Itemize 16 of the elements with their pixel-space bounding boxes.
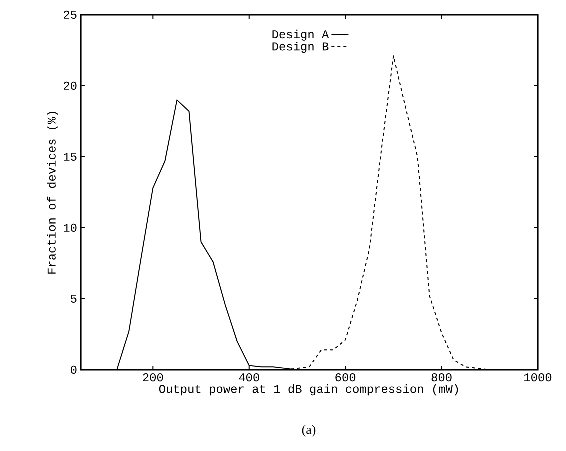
- y-tick-label: 5: [71, 294, 77, 303]
- text: (a): [302, 425, 316, 437]
- x-axis-title: Output power at 1 dB gain compression (mW): [159, 384, 458, 396]
- x-tick-label: 400: [239, 374, 260, 382]
- y-tick-label: 20: [64, 82, 77, 90]
- legend-label: Design B: [272, 42, 329, 54]
- y-tick-label: 15: [64, 152, 77, 161]
- x-tick-label: 600: [336, 374, 356, 382]
- y-tick-label: 0: [71, 366, 77, 374]
- x-tick-label: 800: [432, 374, 452, 382]
- x-tick-label: 1000: [524, 374, 552, 382]
- y-tick-label: 10: [64, 224, 77, 232]
- y-tick-label: 25: [64, 10, 77, 20]
- legend-label: Design A: [272, 30, 330, 41]
- x-tick-label: 200: [143, 374, 164, 382]
- y-axis-title: Fraction of devices (%): [47, 112, 58, 274]
